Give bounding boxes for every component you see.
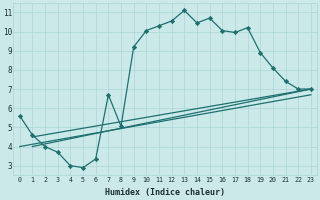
X-axis label: Humidex (Indice chaleur): Humidex (Indice chaleur) [105,188,225,197]
